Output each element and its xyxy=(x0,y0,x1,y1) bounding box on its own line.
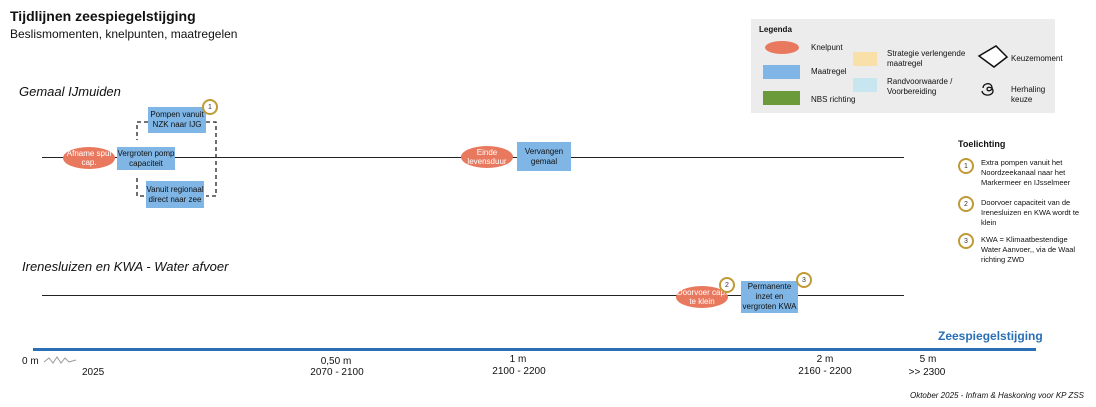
toelichting-title: Toelichting xyxy=(958,139,1006,149)
choice-bracket xyxy=(136,121,217,197)
legend-keuzemoment-label: Keuzemoment xyxy=(1011,54,1063,63)
toelichting-text-2: Doorvoer capaciteit van de Irenesluizen … xyxy=(981,198,1080,227)
legend-maatregel-swatch xyxy=(763,65,800,79)
legend-knelpunt-label: Knelpunt xyxy=(811,43,843,52)
legend-nbs-swatch xyxy=(763,91,800,105)
legend-randvoorwaarde-swatch xyxy=(853,78,877,92)
toelichting-badge-1: 1 xyxy=(958,158,974,174)
legend-nbs-label: NBS richting xyxy=(811,95,856,104)
lane-title-irenesluizen: Irenesluizen en KWA - Water afvoer xyxy=(22,259,229,274)
page-title: Tijdlijnen zeespiegelstijging xyxy=(10,8,196,24)
tick-level-1: 0,50 m xyxy=(320,356,352,367)
legend-strategie-label: Strategie verlengende maatregel xyxy=(887,49,966,68)
tick-level-2: 1 m xyxy=(509,354,527,365)
tick-level-4: 5 m xyxy=(919,354,937,365)
knelpunt-doorvoer-cap: Doorvoer cap. te klein xyxy=(676,286,728,308)
toelichting-text-3: KWA = Klimaatbestendige Water Aanvoer,, … xyxy=(981,235,1076,264)
toelichting-badge-2: 2 xyxy=(958,196,974,212)
maatregel-vervangen-gemaal: Vervangen gemaal xyxy=(517,142,571,171)
tick-squiggle-icon xyxy=(43,356,77,364)
page-subtitle: Beslismomenten, knelpunten, maatregelen xyxy=(10,27,238,41)
tick-level-3: 2 m xyxy=(816,354,834,365)
tick-period-0: 2025 xyxy=(82,367,105,378)
tick-period-4: >> 2300 xyxy=(908,367,946,378)
knelpunt-einde-levensduur: Einde levensduur xyxy=(461,146,513,168)
legend-randvoorwaarde-label: Randvoorwaarde / Voorbereiding xyxy=(887,77,953,96)
zeespiegel-axis-line xyxy=(33,348,1036,351)
toelichting-badge-3: 3 xyxy=(958,233,974,249)
tick-level-0: 0 m xyxy=(22,356,39,367)
tick-period-3: 2160 - 2200 xyxy=(798,366,852,377)
lane-line-irenesluizen xyxy=(42,295,904,296)
maatregel-permanente-inzet: Permanente inzet en vergroten KWA xyxy=(741,281,798,313)
toelichting-text-1: Extra pompen vanuit het Noordzeekanaal n… xyxy=(981,158,1071,187)
legend-knelpunt-swatch xyxy=(765,41,799,54)
badge-3: 3 xyxy=(796,272,812,288)
legend: Legenda Knelpunt Maatregel NBS richting … xyxy=(751,19,1063,113)
legend-strategie-swatch xyxy=(853,52,877,66)
legend-maatregel-label: Maatregel xyxy=(811,67,847,76)
tick-period-1: 2070 - 2100 xyxy=(310,367,364,378)
lane-title-gemaal-ijmuiden: Gemaal IJmuiden xyxy=(19,84,121,99)
legend-title: Legenda xyxy=(759,25,792,34)
footer-credit: Oktober 2025 - Infram & Haskoning voor K… xyxy=(909,391,1084,400)
badge-2: 2 xyxy=(719,277,735,293)
maatregel-vergroten-pomp: Vergroten pomp capaciteit xyxy=(117,147,175,170)
maatregel-pompen-nzk: Pompen vanuit NZK naar IJG xyxy=(148,107,206,133)
knelpunt-afname-spui: Afname spui cap. xyxy=(63,147,115,169)
maatregel-vanuit-regionaal: Vanuit regionaal direct naar zee xyxy=(146,181,204,208)
tick-period-2: 2100 - 2200 xyxy=(492,366,546,377)
herhaling-keuze-icon xyxy=(981,83,994,96)
badge-1: 1 xyxy=(202,99,218,115)
legend-herhaling-label: Herhaling keuze xyxy=(1011,85,1046,104)
keuzemoment-icon xyxy=(977,45,1009,68)
zeespiegelstijging-label: Zeespiegelstijging xyxy=(938,329,1043,343)
